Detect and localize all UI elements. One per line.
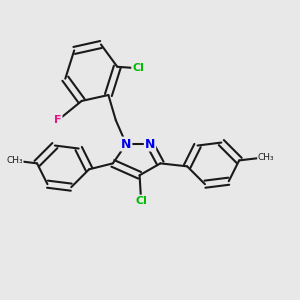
Text: F: F (54, 115, 62, 125)
Text: N: N (145, 138, 155, 151)
Text: CH₃: CH₃ (258, 153, 274, 162)
Text: CH₃: CH₃ (7, 156, 23, 165)
Text: N: N (121, 138, 131, 151)
Text: Cl: Cl (135, 196, 147, 206)
Text: Cl: Cl (132, 63, 144, 73)
